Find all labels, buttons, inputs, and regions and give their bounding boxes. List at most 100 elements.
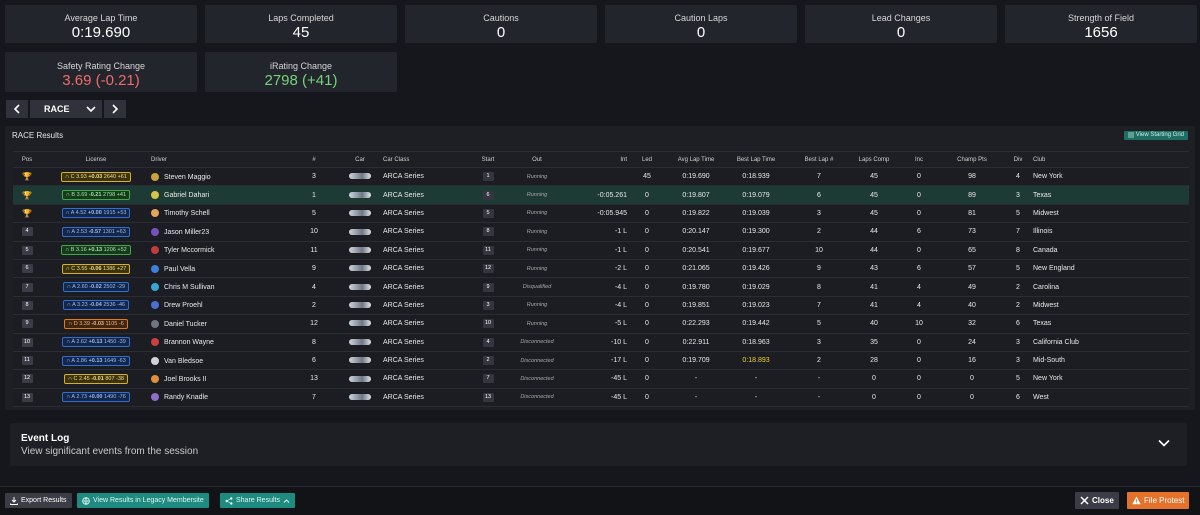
cell-avg-lap: 0:19.709	[667, 351, 725, 371]
cell-best-lap: 0:19.029	[725, 277, 787, 297]
cell-driver[interactable]: Joel Brooks II	[151, 369, 291, 389]
table-row[interactable]: 5 ∩ B 3.16 +0.13 1206 +52 Tyler Mccormic…	[13, 241, 1189, 260]
table-row[interactable]: 12 ∩ C 2.45 -0.01 807 -38 Joel Brooks II…	[13, 369, 1189, 389]
cell-driver[interactable]: Drew Proehl	[151, 296, 291, 316]
driver-name[interactable]: Van Bledsoe	[164, 357, 204, 365]
cell-interval: -5 L	[569, 314, 627, 334]
table-row[interactable]: 🏆 ∩ A 4.52 +0.00 1915 +53 Timothy Schell…	[13, 204, 1189, 224]
next-session-button[interactable]	[104, 100, 126, 118]
stat-value: 0	[896, 24, 906, 41]
cell-driver[interactable]: Randy Knadle	[151, 388, 291, 408]
driver-name[interactable]: Brannon Wayne	[164, 339, 214, 347]
cell-club: Texas	[1033, 185, 1189, 205]
license-irating-change: +53	[117, 210, 127, 217]
cell-best-lap: 0:18.963	[725, 333, 787, 352]
driver-name[interactable]: Jason Miller23	[164, 228, 210, 236]
file-protest-label: File Protest	[1144, 496, 1185, 505]
license-sr-change: -0.01	[91, 375, 104, 382]
export-results-button[interactable]: Export Results	[5, 493, 72, 508]
driver-name[interactable]: Joel Brooks II	[164, 375, 207, 383]
cell-led: 0	[627, 314, 667, 334]
table-row[interactable]: 9 ∩ D 3.39 -0.03 1105 -6 Daniel Tucker 1…	[13, 314, 1189, 334]
column-header[interactable]: Led	[627, 151, 667, 168]
license-irating: 1649	[104, 357, 117, 364]
cell-driver[interactable]: Gabriel Dahari	[151, 185, 291, 205]
column-header[interactable]: Car Class	[383, 151, 471, 168]
license-class: D	[73, 320, 78, 327]
license-sr: 2.86	[76, 357, 88, 364]
driver-name[interactable]: Steven Maggio	[164, 173, 211, 181]
event-log-panel[interactable]: Event Log View significant events from t…	[10, 423, 1187, 466]
column-header[interactable]: Champ Pts	[941, 151, 1003, 168]
start-badge: 8	[482, 227, 494, 237]
table-row[interactable]: 6 ∩ C 3.55 -0.06 1386 +27 Paul Vella 9 A…	[13, 259, 1189, 279]
column-header[interactable]: Start	[471, 151, 505, 168]
driver-name[interactable]: Chris M Sullivan	[164, 283, 215, 291]
column-header[interactable]: Car	[337, 151, 383, 168]
column-header[interactable]: Div	[1003, 151, 1033, 168]
warning-icon	[1132, 496, 1141, 505]
driver-name[interactable]: Randy Knadle	[164, 394, 208, 402]
cell-driver[interactable]: Timothy Schell	[151, 204, 291, 224]
close-button[interactable]: Close	[1075, 492, 1119, 509]
cell-champ-pts: 24	[941, 333, 1003, 352]
column-header[interactable]: Out	[505, 151, 569, 168]
column-header[interactable]: Inc	[897, 151, 941, 168]
license-sr: 3.69	[76, 192, 88, 199]
table-row[interactable]: 🏆 ∩ B 3.69 -0.21 2798 +41 Gabriel Dahari…	[13, 185, 1189, 205]
cell-driver[interactable]: Daniel Tucker	[151, 314, 291, 334]
car-icon	[349, 210, 371, 217]
car-icon	[349, 375, 371, 382]
column-header[interactable]: Driver	[151, 151, 291, 168]
cell-car	[337, 296, 383, 316]
share-results-button[interactable]: Share Results	[220, 493, 295, 508]
driver-name[interactable]: Tyler Mccormick	[164, 247, 215, 255]
cell-laps-comp: 28	[851, 351, 897, 371]
cell-driver[interactable]: Van Bledsoe	[151, 351, 291, 371]
column-header[interactable]: License	[41, 151, 151, 168]
cell-driver[interactable]: Steven Maggio	[151, 167, 291, 187]
stat-label: iRating Change	[269, 61, 333, 71]
cell-club: Carolina	[1033, 277, 1189, 297]
cell-license: ∩ A 4.52 +0.00 1915 +53	[41, 204, 151, 224]
column-header[interactable]: Laps Comp	[851, 151, 897, 168]
license-badge: ∩ A 2.62 +0.13 1450 -39	[62, 337, 130, 348]
file-protest-button[interactable]: File Protest	[1127, 492, 1190, 509]
cell-out: Running	[505, 241, 569, 260]
driver-name[interactable]: Timothy Schell	[164, 210, 210, 218]
cell-driver[interactable]: Jason Miller23	[151, 222, 291, 242]
column-header[interactable]: Avg Lap Time	[667, 151, 725, 168]
table-row[interactable]: 10 ∩ A 2.62 +0.13 1450 -39 Brannon Wayne…	[13, 333, 1189, 352]
cell-driver[interactable]: Paul Vella	[151, 259, 291, 279]
column-header[interactable]: #	[291, 151, 337, 168]
previous-session-button[interactable]	[6, 100, 28, 118]
chevron-down-icon[interactable]	[1157, 436, 1171, 450]
table-row[interactable]: 13 ∩ A 2.73 +0.00 1490 -76 Randy Knadle …	[13, 388, 1189, 408]
driver-name[interactable]: Paul Vella	[164, 265, 196, 273]
table-row[interactable]: 7 ∩ A 2.60 -0.02 2502 -29 Chris M Sulliv…	[13, 277, 1189, 297]
column-header[interactable]: Club	[1033, 151, 1189, 168]
table-row[interactable]: 11 ∩ A 2.86 +0.13 1649 -63 Van Bledsoe 6…	[13, 351, 1189, 371]
cell-best-lap-number: 10	[787, 241, 851, 260]
session-select[interactable]: RACE	[30, 100, 102, 118]
column-header[interactable]: Best Lap #	[787, 151, 851, 168]
cell-driver[interactable]: Chris M Sullivan	[151, 277, 291, 297]
table-row[interactable]: 🏆 ∩ C 3.93 +0.03 2640 +61 Steven Maggio …	[13, 167, 1189, 187]
license-irating: 2502	[103, 284, 116, 291]
cell-div: 6	[1003, 314, 1033, 334]
column-header[interactable]: Int	[569, 151, 627, 168]
driver-name[interactable]: Drew Proehl	[164, 302, 203, 310]
column-header[interactable]: Best Lap Time	[725, 151, 787, 168]
driver-name[interactable]: Gabriel Dahari	[164, 191, 210, 199]
cell-club: New York	[1033, 369, 1189, 389]
column-header[interactable]: Pos	[13, 151, 41, 168]
table-row[interactable]: 8 ∩ A 3.23 -0.04 2536 -46 Drew Proehl 2 …	[13, 296, 1189, 316]
driver-name[interactable]: Daniel Tucker	[164, 320, 207, 328]
cell-driver[interactable]: Brannon Wayne	[151, 333, 291, 352]
cell-inc: 0	[897, 241, 941, 260]
license-sr-change: -0.06	[89, 265, 102, 272]
view-legacy-results-button[interactable]: View Results in Legacy Membersite	[77, 493, 209, 508]
cell-driver[interactable]: Tyler Mccormick	[151, 241, 291, 260]
view-starting-grid-button[interactable]: View Starting Grid	[1123, 130, 1188, 140]
table-row[interactable]: 4 ∩ A 2.53 -0.57 1301 +63 Jason Miller23…	[13, 222, 1189, 242]
